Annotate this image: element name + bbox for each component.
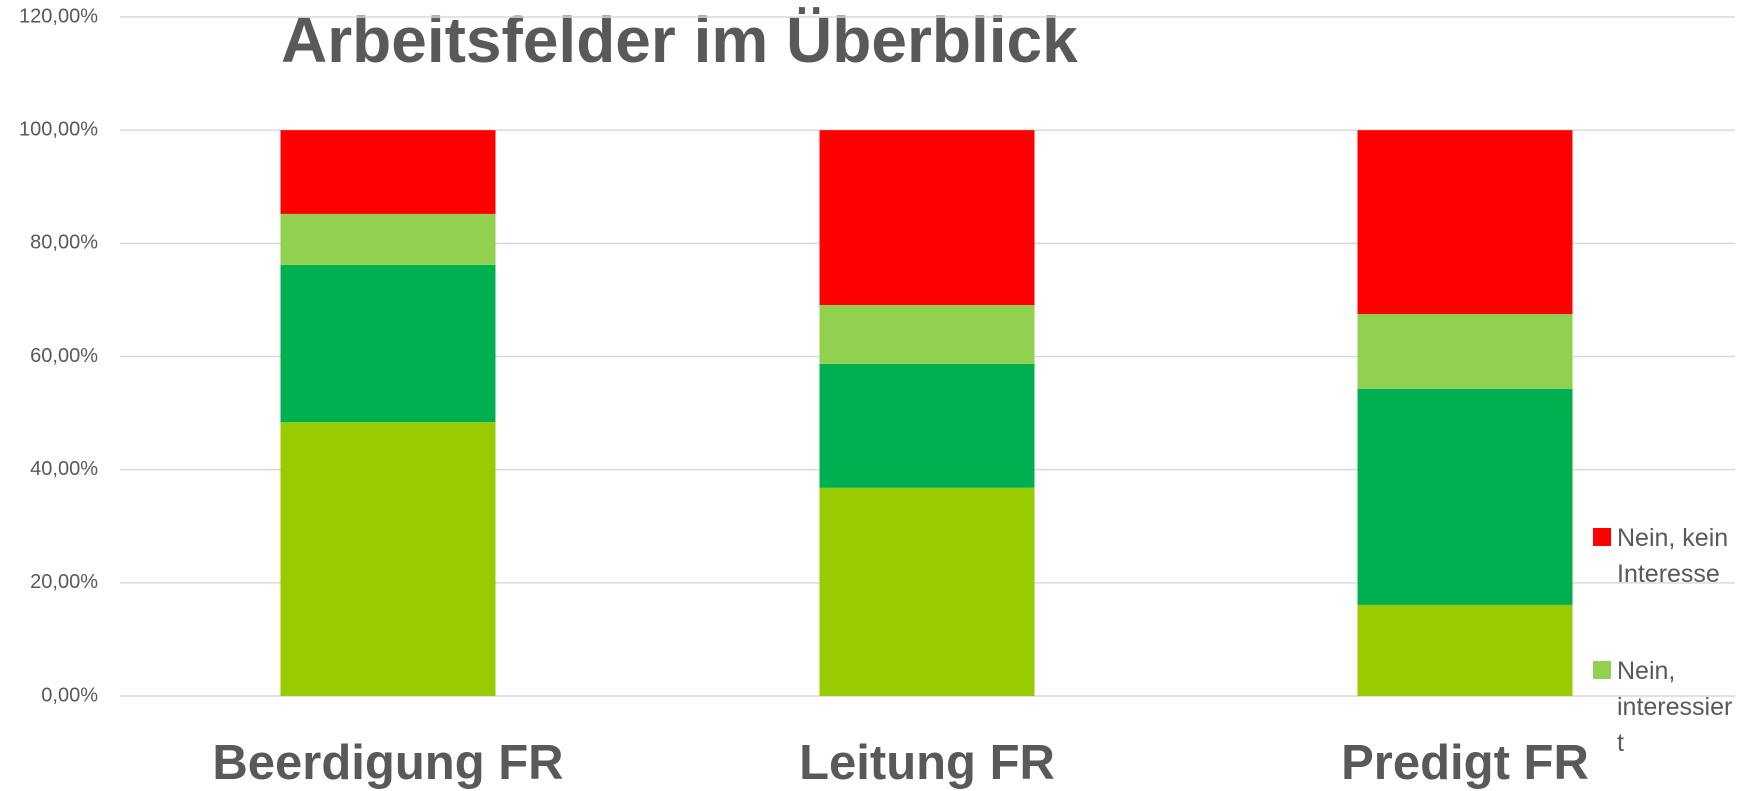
x-tick-label: Predigt FR <box>1341 736 1589 790</box>
bar-segment <box>819 305 1035 364</box>
legend-label: Nein, interessiert <box>1617 657 1733 757</box>
y-tick-label: 120,00% <box>19 5 98 27</box>
y-tick-label: 0,00% <box>41 684 98 706</box>
y-tick-label: 60,00% <box>30 345 98 367</box>
x-tick-label: Beerdigung FR <box>212 736 563 790</box>
bar-segment <box>1357 314 1573 389</box>
y-tick-label: 20,00% <box>30 571 98 593</box>
y-tick-label: 100,00% <box>19 118 98 140</box>
chart-title: Arbeitsfelder im Überblick <box>281 4 1078 76</box>
bar-segment <box>819 363 1035 488</box>
legend-label: Nein, kein Interesse <box>1617 524 1729 588</box>
y-tick-label: 80,00% <box>30 232 98 254</box>
bar-segment <box>1357 130 1573 315</box>
bar-segment <box>819 130 1035 306</box>
legend-swatch <box>1593 661 1611 679</box>
bar-segment <box>280 130 496 214</box>
legend-swatch <box>1593 528 1611 546</box>
bar-segment <box>1357 604 1573 696</box>
bar-segment <box>280 264 496 423</box>
bar-segment <box>280 422 496 696</box>
y-tick-label: 40,00% <box>30 458 98 480</box>
bar-segment <box>1357 388 1573 605</box>
bar-segment <box>280 213 496 265</box>
x-tick-label: Leitung FR <box>799 736 1055 790</box>
bar-segment <box>819 487 1035 696</box>
